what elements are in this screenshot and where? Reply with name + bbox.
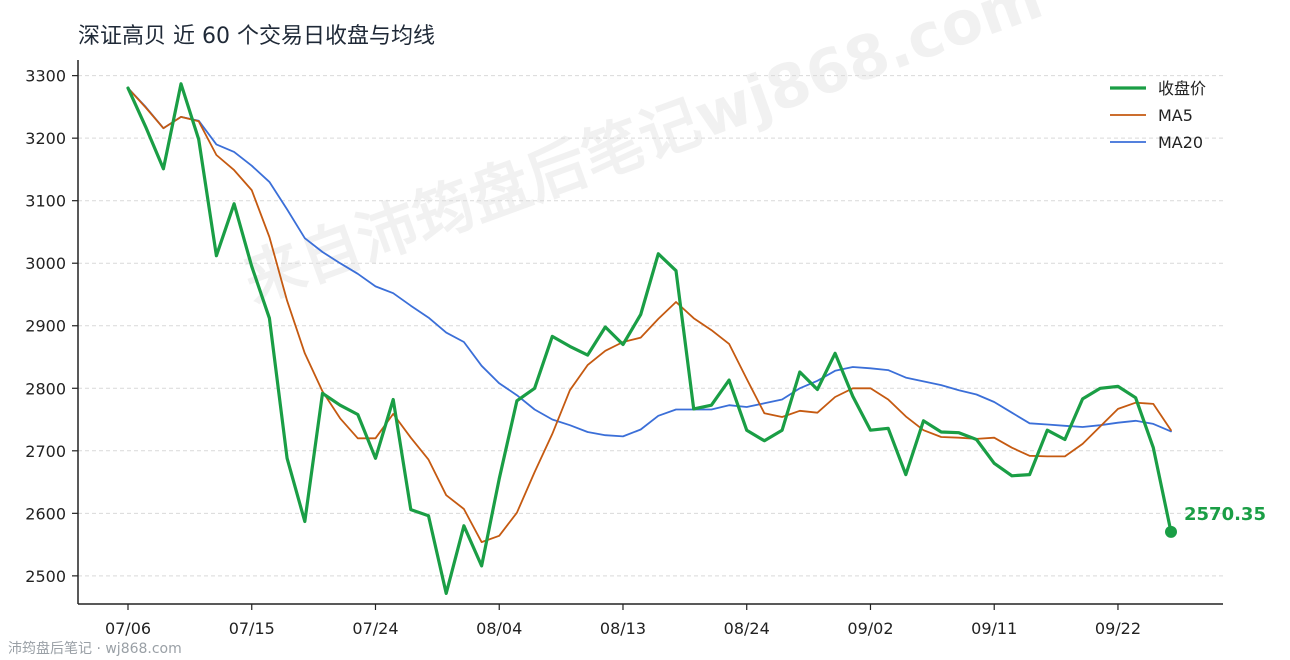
x-tick-label: 09/02 <box>847 619 893 638</box>
y-tick-label: 3000 <box>25 254 66 273</box>
grid-lines <box>78 75 1223 577</box>
x-tick-label: 09/22 <box>1095 619 1141 638</box>
y-tick-label: 2700 <box>25 442 66 461</box>
y-tick-label: 3200 <box>25 129 66 148</box>
x-tick-label: 07/06 <box>105 619 151 638</box>
series-line-ma5 <box>127 87 1172 543</box>
x-tick-label: 07/15 <box>229 619 275 638</box>
legend: 收盘价 MA5 MA20 <box>1110 79 1206 152</box>
chart-title: 深证高贝 近 60 个交易日收盘与均线 <box>78 24 435 49</box>
x-tick-label: 08/13 <box>600 619 646 638</box>
axes <box>72 60 1223 610</box>
legend-label: MA20 <box>1158 133 1203 152</box>
series-line-close <box>126 82 1173 595</box>
y-tick-label: 2500 <box>25 567 66 586</box>
x-tick-label: 07/24 <box>352 619 398 638</box>
x-tick-label: 08/04 <box>476 619 522 638</box>
x-tick-labels: 07/06 07/15 07/24 08/04 08/13 08/24 09/02 09/11… <box>105 619 1141 638</box>
y-tick-label: 3300 <box>25 67 66 86</box>
end-marker: 2570.35 <box>1165 504 1266 538</box>
footer-credit: 沛筠盘后笔记 · wj868.com <box>8 641 182 657</box>
x-tick-label: 08/24 <box>724 619 770 638</box>
y-tick-label: 2900 <box>25 317 66 336</box>
series-lines <box>126 82 1173 595</box>
y-tick-labels: 2500 2600 2700 2800 2900 3000 3100 3200 3300 <box>25 67 66 586</box>
last-value-label: 2570.35 <box>1184 504 1266 525</box>
y-tick-label: 3100 <box>25 192 66 211</box>
legend-label: 收盘价 <box>1158 79 1206 98</box>
last-point-marker <box>1165 525 1177 538</box>
series-line-ma20 <box>127 87 1172 438</box>
y-tick-label: 2600 <box>25 504 66 523</box>
x-tick-label: 09/11 <box>971 619 1017 638</box>
legend-label: MA5 <box>1158 106 1193 125</box>
y-tick-label: 2800 <box>25 379 66 398</box>
